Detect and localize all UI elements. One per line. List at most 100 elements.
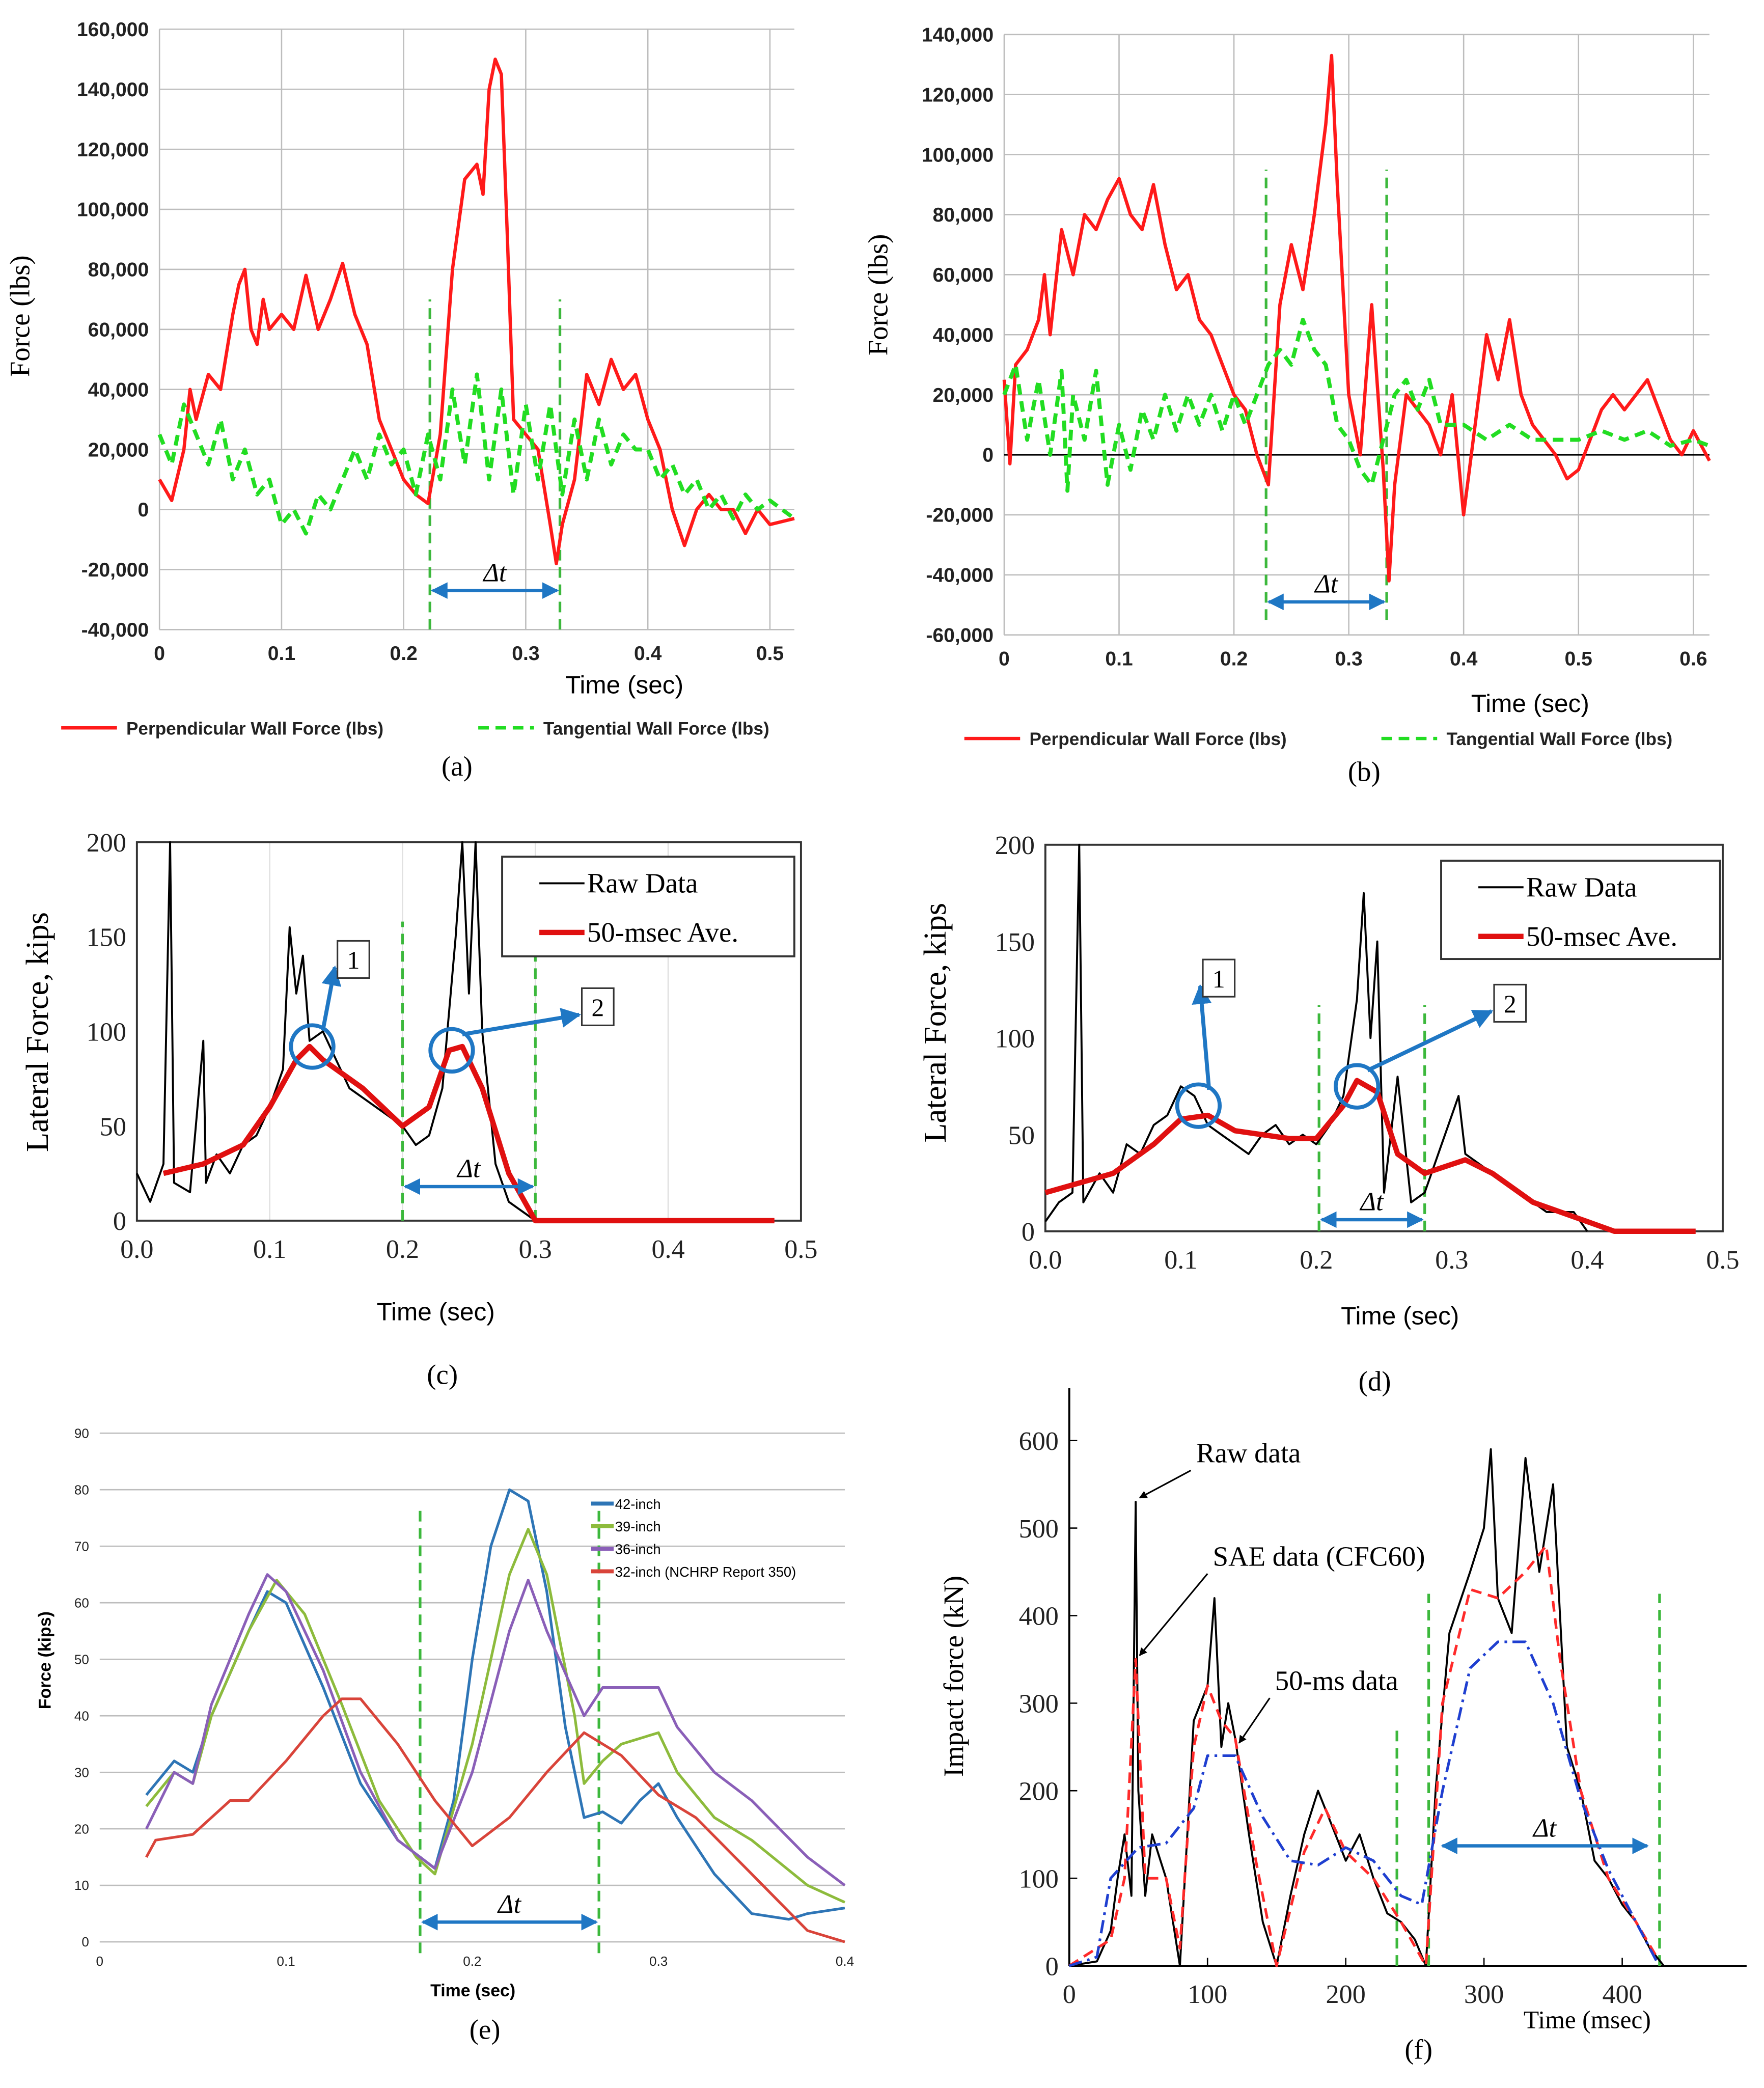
- plot-frame: [135, 841, 802, 1222]
- caption-f: (f): [1404, 2034, 1432, 2065]
- callout-label: 1: [347, 946, 360, 974]
- y-tick-label: 10: [74, 1878, 89, 1893]
- annotation-label: Raw data: [1196, 1438, 1301, 1469]
- y-tick-label: -40,000: [926, 564, 994, 586]
- series-50-msec-ave-: [162, 1043, 775, 1224]
- y-tick-label: 50: [74, 1652, 89, 1667]
- legend-label: Perpendicular Wall Force (lbs): [1030, 729, 1287, 749]
- callout-box: [1202, 958, 1236, 998]
- series-perpendicular-wall-force-lbs-: [158, 58, 795, 565]
- x-tick-label: 0.1: [253, 1235, 286, 1264]
- callout-label: 2: [1504, 990, 1517, 1018]
- y-tick-label: -20,000: [926, 505, 994, 527]
- x-axis-title: Time (sec): [565, 670, 683, 699]
- y-tick-label: 0: [81, 1934, 89, 1949]
- legend-label: 36-inch: [615, 1542, 661, 1557]
- callout-arrow: [462, 1008, 582, 1036]
- x-tick-label: 0.4: [651, 1235, 684, 1264]
- chart-a: -40,000 -20,000 0 20,000 40,000 60,000 80,000 1…: [5, 19, 796, 782]
- y-tick-label: 400: [1019, 1602, 1059, 1631]
- y-tick-label: 60,000: [88, 319, 149, 341]
- x-tick-label: 0.1: [268, 643, 295, 665]
- chart-d: 0 50 100 150 200 0.0 0.1 0.2 0.3 0.4 0.5 Time (sec)…: [917, 831, 1739, 1397]
- y-tick-label: 100,000: [922, 144, 994, 166]
- y-tick-label: 60: [74, 1595, 89, 1610]
- y-tick-label: 0: [113, 1207, 126, 1236]
- x-tick-label: 0.0: [120, 1235, 153, 1264]
- series-raw-data: [1069, 1448, 1665, 1967]
- delta-t-label: Δt: [1359, 1188, 1384, 1217]
- legend-label: Perpendicular Wall Force (lbs): [126, 719, 383, 738]
- y-tick-label: 600: [1019, 1427, 1059, 1456]
- y-tick-label: 120,000: [922, 84, 994, 106]
- y-tick-label: 100,000: [77, 199, 149, 221]
- y-tick-label: 140,000: [77, 79, 149, 101]
- y-tick-label: 150: [995, 928, 1035, 957]
- x-axis-title: Time (msec): [1524, 2006, 1651, 2034]
- y-tick-label: 0: [1045, 1952, 1059, 1981]
- x-tick-label: 0: [96, 1954, 104, 1969]
- legend-label: 42-inch: [615, 1496, 661, 1512]
- y-axis-title: Impact force (kN): [938, 1576, 969, 1777]
- y-tick-label: 20,000: [932, 384, 994, 406]
- y-axis-title: Force (lbs): [862, 234, 893, 356]
- x-tick-label: 0.1: [277, 1954, 295, 1969]
- y-tick-label: 80,000: [88, 259, 149, 281]
- y-tick-label: 100: [995, 1025, 1035, 1054]
- x-tick-label: 0.3: [519, 1235, 552, 1264]
- series-tangential-wall-force-lbs-: [1002, 317, 1711, 493]
- legend-label: Raw Data: [1526, 871, 1637, 902]
- y-tick-label: 60,000: [932, 264, 994, 286]
- y-tick-label: 30: [74, 1765, 89, 1780]
- x-tick-label: 0.3: [649, 1954, 668, 1969]
- x-tick-label: 0.5: [1706, 1246, 1739, 1275]
- caption-e: (e): [470, 2014, 501, 2045]
- x-tick-label: 0.1: [1105, 648, 1133, 670]
- y-tick-label: 100: [87, 1018, 126, 1047]
- y-tick-label: 80,000: [932, 204, 994, 226]
- legend-label: Tangential Wall Force (lbs): [1446, 729, 1672, 749]
- x-axis-title: Time (sec): [1471, 689, 1589, 718]
- x-tick-label: 0.1: [1164, 1246, 1197, 1275]
- x-tick-label: 0.2: [1300, 1246, 1333, 1275]
- x-axis-title: Time (sec): [430, 1981, 515, 2000]
- annotation-arrow: [1238, 1697, 1271, 1744]
- y-tick-label: -20,000: [81, 559, 149, 581]
- annotation-label: SAE data (CFC60): [1213, 1541, 1425, 1572]
- callout-circle: [289, 1023, 336, 1070]
- y-tick-label: 50: [1008, 1121, 1035, 1150]
- x-tick-label: 0.2: [390, 643, 417, 665]
- x-tick-label: 0.4: [634, 643, 662, 665]
- x-tick-label: 0: [154, 643, 165, 665]
- y-axis-title: Lateral Force, kips: [19, 912, 55, 1152]
- x-tick-label: 0.5: [784, 1235, 817, 1264]
- legend-box: [1440, 860, 1721, 960]
- callout-circle: [428, 1027, 475, 1074]
- y-tick-label: 200: [995, 831, 1035, 860]
- y-tick-label: 200: [1019, 1777, 1059, 1806]
- y-axis-title: Force (lbs): [5, 255, 36, 377]
- annotation-arrow: [1139, 1469, 1192, 1499]
- delta-t-label: Δt: [482, 558, 507, 587]
- legend-label: 39-inch: [615, 1519, 661, 1534]
- y-tick-label: -40,000: [81, 619, 149, 641]
- x-tick-label: 0.4: [1570, 1246, 1604, 1275]
- series-raw-data: [1044, 843, 1588, 1232]
- y-tick-label: 120,000: [77, 139, 149, 161]
- y-tick-label: 40: [74, 1708, 89, 1723]
- y-tick-label: 90: [74, 1425, 89, 1441]
- delta-t-label: Δt: [456, 1155, 481, 1184]
- callout-box: [1493, 983, 1527, 1023]
- y-tick-label: 70: [74, 1538, 89, 1554]
- y-tick-label: 40,000: [88, 379, 149, 401]
- legend-label: 50-msec Ave.: [587, 917, 738, 948]
- x-axis-title: Time (sec): [1341, 1301, 1459, 1330]
- y-axis-title: Lateral Force, kips: [917, 903, 953, 1143]
- legend-label: Tangential Wall Force (lbs): [543, 719, 769, 738]
- caption-b: (b): [1348, 756, 1381, 787]
- y-tick-label: 40,000: [932, 324, 994, 346]
- legend-label: 50-msec Ave.: [1526, 921, 1677, 952]
- legend-label: 32-inch (NCHRP Report 350): [615, 1564, 796, 1580]
